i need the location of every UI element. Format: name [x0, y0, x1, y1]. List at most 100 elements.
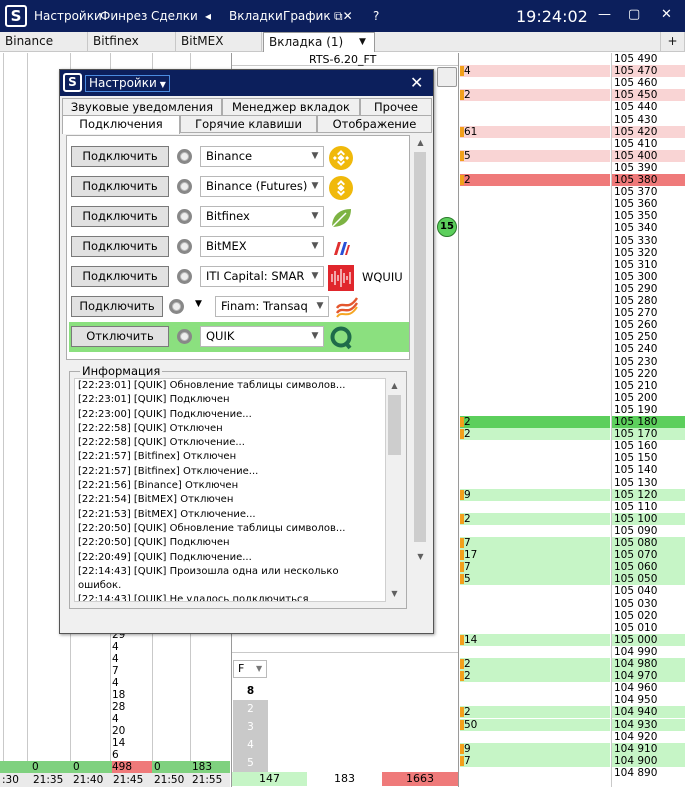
ladder-row[interactable]: 105 330: [460, 235, 685, 247]
gear-icon[interactable]: [177, 239, 192, 254]
menu-help[interactable]: ?: [373, 9, 380, 23]
ladder-row[interactable]: 105 220: [460, 368, 685, 380]
ladder-row[interactable]: 7 104 900: [460, 754, 685, 767]
menu-tabs[interactable]: Вкладки: [229, 9, 283, 23]
ladder-row[interactable]: 105 200: [460, 392, 685, 404]
maximize-icon[interactable]: ▢: [628, 7, 641, 22]
dialog-close-icon[interactable]: ✕: [410, 73, 424, 92]
connect-button[interactable]: Подключить: [71, 206, 169, 227]
tab-binance[interactable]: Binance: [0, 32, 88, 52]
gear-icon[interactable]: [177, 269, 192, 284]
ladder-row[interactable]: 50 104 930: [460, 718, 685, 731]
ladder-row[interactable]: 105 320: [460, 247, 685, 259]
exchange-select[interactable]: Binance ▼: [200, 146, 324, 167]
ladder-row[interactable]: 7 105 060: [460, 561, 685, 574]
menu-collapse-arrow-icon[interactable]: ◂: [205, 9, 212, 23]
ladder-row[interactable]: 7 105 080: [460, 537, 685, 549]
close-icon[interactable]: ✕: [661, 7, 672, 22]
scroll-down-icon[interactable]: ▼: [391, 589, 398, 598]
ladder-row[interactable]: 9 104 910: [460, 742, 685, 755]
ladder-row[interactable]: 105 150: [460, 452, 685, 464]
qty-selector[interactable]: F ▼: [233, 660, 267, 678]
ladder-row[interactable]: 104 890: [460, 767, 685, 779]
scroll-thumb[interactable]: [388, 395, 401, 455]
menu-detach-close-icon[interactable]: ⧉✕: [334, 9, 353, 23]
ladder-row[interactable]: 5 105 400: [460, 149, 685, 162]
tab-hotkeys[interactable]: Горячие клавиши: [180, 115, 317, 133]
tab-sound-notifications[interactable]: Звуковые уведомления: [62, 98, 222, 116]
gear-icon[interactable]: [177, 329, 192, 344]
exchange-select[interactable]: Bitfinex ▼: [200, 206, 324, 227]
chevron-down-icon[interactable]: ▼: [195, 299, 202, 309]
ladder-row[interactable]: 105 250: [460, 331, 685, 343]
tab-tab-manager[interactable]: Менеджер вкладок: [222, 98, 360, 116]
tab-bitmex[interactable]: BitMEX: [176, 32, 262, 52]
ladder-row[interactable]: 14 105 000: [460, 633, 685, 646]
tab-dropdown-icon[interactable]: ▼: [359, 37, 366, 47]
ladder-row[interactable]: 105 240: [460, 343, 685, 355]
menu-deals[interactable]: Сделки: [151, 9, 198, 23]
ladder-row[interactable]: 105 370: [460, 186, 685, 198]
exchange-select[interactable]: Binance (Futures) ▼: [200, 176, 324, 197]
qty-option[interactable]: 5: [233, 754, 268, 772]
ladder-row[interactable]: 105 390: [460, 162, 685, 174]
ladder-row[interactable]: 17 105 070: [460, 549, 685, 562]
disconnect-button[interactable]: Отключить: [71, 326, 169, 347]
ladder-row[interactable]: 105 360: [460, 198, 685, 210]
menu-finrez[interactable]: Финрез: [100, 9, 148, 23]
ladder-row[interactable]: 2 105 380: [460, 174, 685, 186]
gear-icon[interactable]: [177, 149, 192, 164]
gear-icon[interactable]: [169, 299, 184, 314]
ladder-row[interactable]: 61 105 420: [460, 125, 685, 138]
ladder-row[interactable]: 4 105 470: [460, 65, 685, 78]
ladder-row[interactable]: 105 460: [460, 77, 685, 89]
ladder-row[interactable]: 2 105 180: [460, 416, 685, 428]
qty-option[interactable]: 3: [233, 718, 268, 736]
ladder-row[interactable]: 105 140: [460, 464, 685, 476]
ladder-row[interactable]: 104 960: [460, 682, 685, 694]
tab-bitfinex[interactable]: Bitfinex: [88, 32, 176, 52]
connect-button[interactable]: Подключить: [71, 176, 169, 197]
dialog-title-dropdown[interactable]: Настройки ▼: [85, 75, 170, 92]
tab-connections[interactable]: Подключения: [62, 115, 180, 134]
ladder-row[interactable]: 2 105 100: [460, 512, 685, 525]
ladder-row[interactable]: 105 310: [460, 259, 685, 271]
menu-settings[interactable]: Настройки: [34, 9, 102, 23]
ladder-row[interactable]: 105 280: [460, 295, 685, 307]
ladder-row[interactable]: 5 105 050: [460, 573, 685, 586]
qty-option[interactable]: 4: [233, 736, 268, 754]
ladder-row[interactable]: 105 210: [460, 380, 685, 392]
tab-vkladka-1[interactable]: Вкладка (1) ▼: [263, 32, 375, 52]
ladder-row[interactable]: 105 440: [460, 101, 685, 113]
connect-button[interactable]: Подключить: [71, 236, 169, 257]
ladder-row[interactable]: 9 105 120: [460, 488, 685, 501]
menu-chart[interactable]: График: [283, 9, 331, 23]
ladder-row[interactable]: 105 490: [460, 53, 685, 65]
ladder-row[interactable]: 105 340: [460, 222, 685, 234]
ladder-row[interactable]: 104 920: [460, 731, 685, 743]
scroll-up-icon[interactable]: ▲: [391, 381, 398, 390]
ladder-row[interactable]: 105 040: [460, 585, 685, 597]
ladder-settings-gear-icon[interactable]: [437, 67, 457, 87]
qty-option[interactable]: 2: [233, 700, 268, 718]
ladder-row[interactable]: 105 430: [460, 114, 685, 126]
ladder-row[interactable]: 105 030: [460, 598, 685, 610]
exchange-select[interactable]: Finam: Transaq ▼: [215, 296, 329, 317]
exchange-select[interactable]: QUIK ▼: [200, 326, 324, 347]
connect-button[interactable]: Подключить: [71, 266, 169, 287]
ladder-row[interactable]: 105 110: [460, 501, 685, 513]
gear-icon[interactable]: [177, 209, 192, 224]
panel-scrollbar[interactable]: ▲ ▼: [412, 135, 429, 565]
scroll-down-icon[interactable]: ▼: [417, 552, 424, 561]
ladder-row[interactable]: 105 130: [460, 477, 685, 489]
ladder-row[interactable]: 105 270: [460, 307, 685, 319]
tab-other[interactable]: Прочее: [360, 98, 432, 116]
minimize-icon[interactable]: —: [598, 7, 611, 22]
tab-display[interactable]: Отображение: [317, 115, 432, 133]
ladder-row[interactable]: 105 290: [460, 283, 685, 295]
ladder-row[interactable]: 105 410: [460, 138, 685, 150]
exchange-select[interactable]: BitMEX ▼: [200, 236, 324, 257]
ladder-row[interactable]: 2 105 450: [460, 89, 685, 102]
log-scrollbar[interactable]: ▲ ▼: [386, 378, 403, 602]
ladder-row[interactable]: 105 300: [460, 271, 685, 283]
